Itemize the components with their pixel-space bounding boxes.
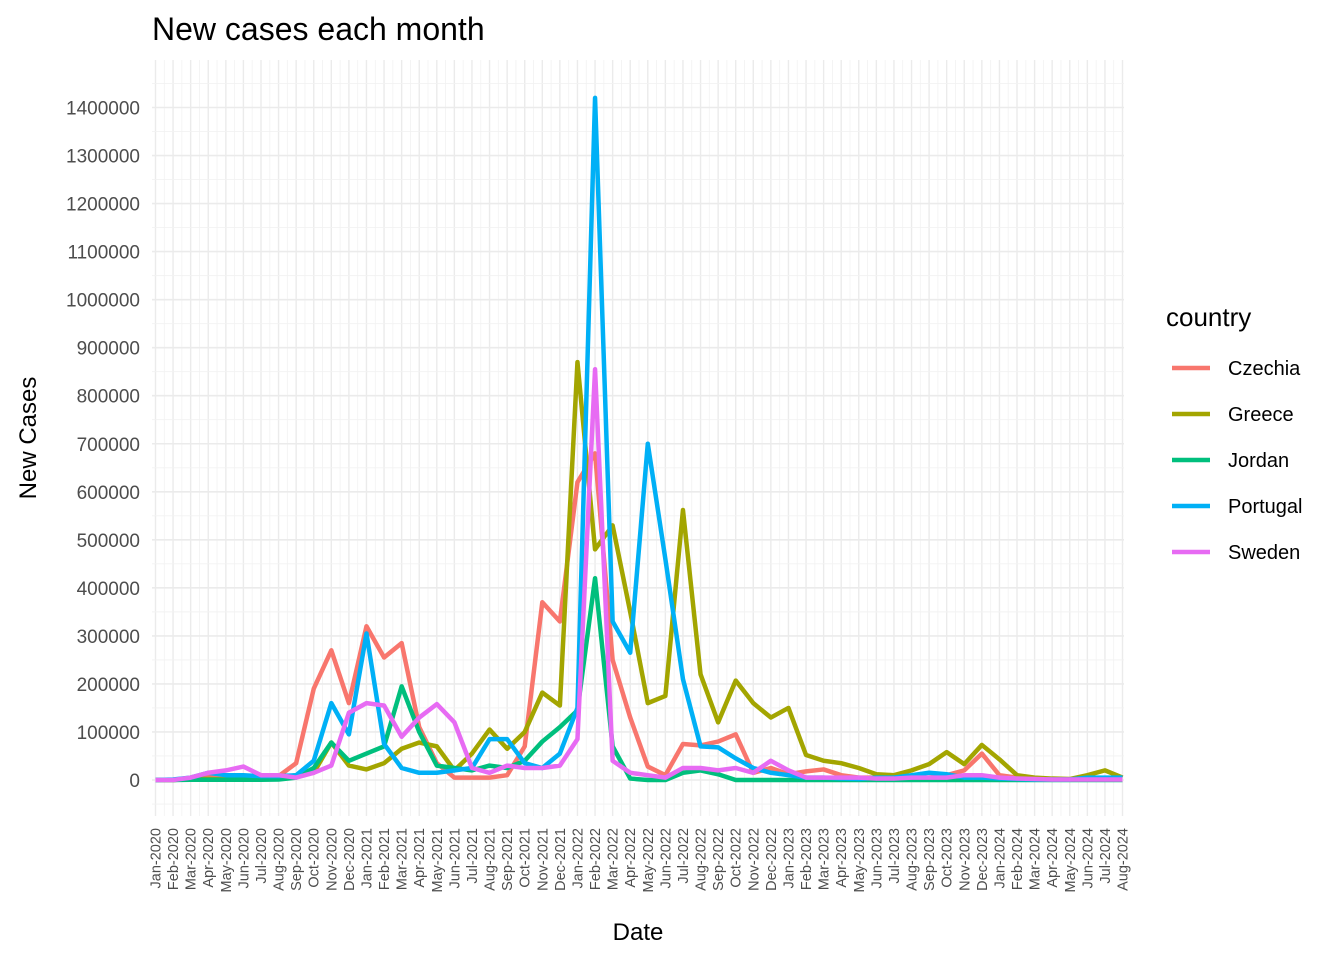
legend: country Czechia Greece Jordan Portugal Swede…: [1166, 302, 1303, 564]
x-tick-label: Apr-2021: [412, 828, 428, 888]
x-tick-label: Jan-2022: [570, 828, 586, 888]
y-tick-label: 900000: [77, 339, 140, 360]
x-tick-label: Sep-2023: [922, 828, 938, 891]
y-tick-label: 1400000: [66, 99, 140, 120]
legend-label: Greece: [1228, 404, 1294, 426]
x-tick-label: Mar-2021: [395, 828, 411, 890]
y-tick-label: 400000: [77, 579, 140, 600]
y-axis-title: New Cases: [15, 377, 42, 500]
x-tick-label: Jul-2023: [887, 828, 903, 884]
x-tick-label: Aug-2022: [694, 828, 710, 891]
y-tick-label: 1200000: [66, 195, 140, 216]
x-tick-label: Jun-2020: [236, 828, 252, 888]
x-tick-label: Jun-2023: [869, 828, 885, 888]
x-tick-label: Feb-2024: [1010, 828, 1026, 890]
x-tick-label: Jul-2024: [1098, 828, 1114, 884]
y-tick-label: 0: [129, 771, 140, 792]
x-tick-label: Aug-2024: [1116, 828, 1132, 891]
x-tick-label: May-2020: [219, 828, 235, 892]
x-axis-ticks: Jan-2020 Feb-2020 Mar-2020 Apr-2020 May-2020…: [149, 828, 1132, 892]
x-tick-label: Oct-2020: [307, 828, 323, 888]
x-tick-label: Oct-2022: [729, 828, 745, 888]
legend-label: Portugal: [1228, 496, 1303, 518]
x-tick-label: Jan-2024: [992, 828, 1008, 888]
y-tick-label: 1100000: [67, 243, 140, 264]
x-tick-label: May-2022: [641, 828, 657, 892]
x-tick-label: Dec-2021: [553, 828, 569, 891]
x-tick-label: Apr-2020: [201, 828, 217, 888]
x-tick-label: Mar-2022: [606, 828, 622, 890]
y-tick-label: 800000: [77, 387, 140, 408]
y-tick-label: 600000: [77, 483, 140, 504]
legend-label: Jordan: [1228, 450, 1289, 472]
x-tick-label: Nov-2022: [746, 828, 762, 891]
x-tick-label: Oct-2021: [518, 828, 534, 888]
y-tick-label: 1000000: [66, 291, 140, 312]
x-tick-label: Feb-2022: [588, 828, 604, 890]
x-tick-label: Jul-2020: [254, 828, 270, 884]
x-tick-label: Feb-2023: [799, 828, 815, 890]
x-tick-label: Aug-2023: [905, 828, 921, 891]
x-tick-label: Apr-2024: [1045, 828, 1061, 888]
x-tick-label: Apr-2022: [623, 828, 639, 888]
y-tick-label: 100000: [77, 723, 140, 744]
x-tick-label: Mar-2020: [184, 828, 200, 890]
x-tick-label: Mar-2024: [1028, 828, 1044, 890]
x-tick-label: Aug-2020: [272, 828, 288, 891]
legend-label: Sweden: [1228, 542, 1300, 564]
series-line-greece: [155, 359, 1124, 783]
chart-title: New cases each month: [152, 11, 485, 47]
x-tick-label: Sep-2021: [500, 828, 516, 891]
x-tick-label: Apr-2023: [834, 828, 850, 888]
x-tick-label: May-2021: [430, 828, 446, 892]
y-tick-label: 300000: [77, 627, 140, 648]
x-tick-label: Dec-2023: [975, 828, 991, 891]
x-tick-label: Sep-2020: [289, 828, 305, 891]
series-line-sweden: [155, 367, 1123, 783]
y-tick-label: 500000: [77, 531, 140, 552]
x-tick-label: Feb-2020: [166, 828, 182, 890]
x-tick-label: Nov-2020: [324, 828, 340, 891]
x-tick-label: Jul-2022: [676, 828, 692, 884]
x-tick-label: Feb-2021: [377, 828, 393, 890]
x-tick-label: Jan-2023: [781, 828, 797, 888]
legend-label: Czechia: [1228, 358, 1301, 380]
x-tick-label: Sep-2022: [711, 828, 727, 891]
legend-title: country: [1166, 302, 1251, 332]
grid-lines: [152, 60, 1124, 816]
y-tick-label: 1300000: [66, 147, 140, 168]
y-tick-label: 200000: [77, 675, 140, 696]
series-line-jordan: [155, 576, 1123, 783]
x-tick-label: Jul-2021: [465, 828, 481, 884]
x-axis-title: Date: [613, 919, 664, 946]
x-tick-label: Dec-2022: [764, 828, 780, 891]
x-tick-label: Jan-2020: [149, 828, 165, 888]
y-axis-ticks: 0 100000 200000 300000 400000 500000 600000 700…: [66, 99, 140, 793]
x-tick-label: May-2024: [1063, 828, 1079, 892]
x-tick-label: Aug-2021: [483, 828, 499, 891]
x-tick-label: Jun-2024: [1080, 828, 1096, 888]
x-tick-label: Jun-2022: [658, 828, 674, 888]
x-tick-label: Nov-2021: [535, 828, 551, 891]
x-tick-label: Jun-2021: [447, 828, 463, 888]
x-tick-label: Nov-2023: [957, 828, 973, 891]
y-tick-label: 700000: [77, 435, 140, 456]
x-tick-label: May-2023: [852, 828, 868, 892]
x-tick-label: Jan-2021: [359, 828, 375, 888]
series-line-czechia: [155, 451, 1123, 783]
x-tick-label: Mar-2023: [817, 828, 833, 890]
series-lines: [155, 95, 1124, 783]
x-tick-label: Oct-2023: [940, 828, 956, 888]
x-tick-label: Dec-2020: [342, 828, 358, 891]
